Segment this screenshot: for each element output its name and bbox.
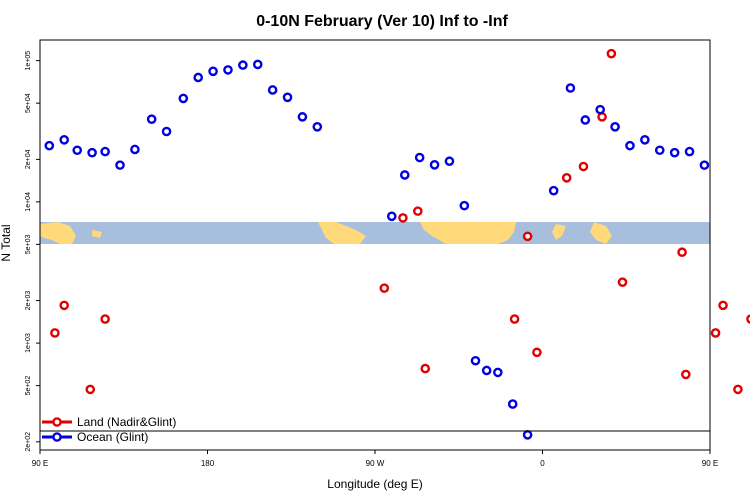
land-point xyxy=(59,300,69,311)
ocean-point xyxy=(386,211,397,222)
ocean-point xyxy=(72,145,83,156)
land-point xyxy=(733,384,743,395)
ocean-point xyxy=(312,122,323,132)
ocean-point xyxy=(669,147,680,158)
ocean-point xyxy=(297,112,308,122)
land-point xyxy=(413,206,423,216)
legend-land-marker xyxy=(52,417,62,427)
ocean-point xyxy=(44,140,55,151)
y-tick-label: 5e+03 xyxy=(25,234,32,254)
legend-land-label: Land (Nadir&Glint) xyxy=(77,415,176,429)
land-point xyxy=(606,48,617,59)
ocean-point xyxy=(470,355,481,366)
map-land-africa xyxy=(420,222,516,244)
ocean-point xyxy=(267,85,278,95)
ocean-point xyxy=(640,135,650,145)
land-point xyxy=(578,161,589,172)
legend-ocean-label: Ocean (Glint) xyxy=(77,430,148,444)
y-axis-label: N Total xyxy=(0,224,13,261)
land-point xyxy=(681,369,691,380)
land-point xyxy=(718,300,728,311)
ocean-point xyxy=(100,146,110,157)
land-point xyxy=(522,231,533,242)
x-tick-label: 90 W xyxy=(366,459,385,468)
land-point xyxy=(617,277,628,287)
ocean-point xyxy=(684,146,695,157)
chart-title: 0-10N February (Ver 10) Inf to -Inf xyxy=(256,13,508,30)
ocean-point xyxy=(481,365,492,376)
land-point xyxy=(85,384,96,395)
land-point xyxy=(379,283,390,293)
ocean-point xyxy=(522,430,533,440)
ocean-point xyxy=(444,156,455,167)
ocean-point xyxy=(252,59,263,70)
land-point xyxy=(398,213,408,223)
ocean-point xyxy=(115,160,125,170)
x-axis-label: Longitude (deg E) xyxy=(327,477,422,491)
ocean-point xyxy=(493,367,503,378)
land-point xyxy=(746,314,750,324)
x-axis: 90 E 180 90 W 0 90 E xyxy=(32,450,718,468)
ocean-point xyxy=(59,135,69,145)
ocean-point xyxy=(399,170,410,180)
ocean-point xyxy=(625,140,635,151)
ocean-point xyxy=(238,60,248,70)
y-axis: 2e+02 5e+02 1e+03 2e+03 5e+03 1e+04 2e+04 5e+04… xyxy=(25,51,40,452)
ocean-point xyxy=(414,152,425,163)
x-tick-label: 90 E xyxy=(702,459,718,468)
y-tick-label: 5e+02 xyxy=(25,376,32,396)
ocean-point xyxy=(507,399,518,409)
legend-ocean-marker xyxy=(52,432,62,442)
ocean-series xyxy=(44,59,710,440)
ocean-point xyxy=(654,145,665,156)
ocean-point xyxy=(282,92,293,103)
ocean-point xyxy=(146,114,157,124)
map-land-southeast-asia xyxy=(590,222,612,244)
ocean-point xyxy=(130,144,140,155)
y-tick-label: 1e+04 xyxy=(25,192,32,212)
ocean-point xyxy=(178,93,189,104)
legend: Land (Nadir&Glint) Ocean (Glint) xyxy=(40,415,710,444)
y-tick-label: 5e+04 xyxy=(25,93,32,113)
map-ocean xyxy=(40,222,710,244)
land-point xyxy=(50,328,60,338)
ocean-point xyxy=(699,160,710,170)
land-point xyxy=(420,363,431,374)
x-tick-label: 0 xyxy=(540,459,545,468)
x-tick-label: 90 E xyxy=(32,459,48,468)
ocean-point xyxy=(610,122,620,132)
plot-frame xyxy=(39,39,711,451)
ocean-point xyxy=(223,65,233,75)
land-series xyxy=(50,48,750,395)
x-tick-label: 180 xyxy=(201,459,215,468)
ocean-point xyxy=(193,72,203,83)
y-tick-label: 2e+02 xyxy=(25,432,32,452)
y-tick-label: 1e+05 xyxy=(25,51,32,71)
y-tick-label: 2e+03 xyxy=(25,291,32,311)
land-point xyxy=(561,173,572,183)
ocean-point xyxy=(208,66,218,77)
ocean-point xyxy=(580,115,591,125)
land-point xyxy=(509,314,520,324)
y-tick-label: 2e+04 xyxy=(25,149,32,169)
map-land-india xyxy=(552,224,566,240)
map-land-islands xyxy=(92,230,102,238)
data-points xyxy=(44,48,750,440)
ocean-point xyxy=(548,185,559,196)
land-point xyxy=(677,247,687,258)
ocean-point xyxy=(429,160,440,170)
map-strip xyxy=(40,222,710,244)
ocean-point xyxy=(87,147,97,158)
ocean-point xyxy=(459,200,470,211)
ocean-point xyxy=(565,83,576,93)
map-land-south-america xyxy=(318,222,366,244)
land-point xyxy=(532,347,542,358)
ocean-point xyxy=(595,104,605,115)
map-land-asia xyxy=(40,222,76,244)
y-tick-label: 1e+03 xyxy=(25,333,32,353)
ocean-point xyxy=(161,126,172,137)
land-point xyxy=(710,328,721,338)
land-point xyxy=(100,314,110,324)
